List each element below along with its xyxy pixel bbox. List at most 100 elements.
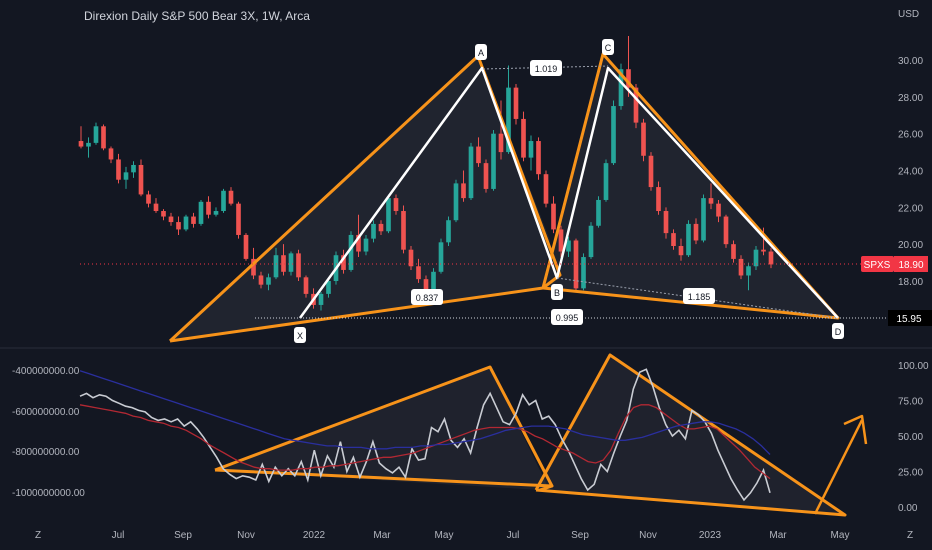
candle-body: [566, 240, 571, 252]
pattern-labels: X A B C D 0.837 1.019 0.995 1.185: [294, 39, 844, 343]
candle: [371, 220, 376, 243]
osc-arrow-head: [843, 414, 868, 445]
candle-body: [408, 249, 414, 267]
candle-body: [551, 203, 556, 230]
osc-pattern-fill-1: [215, 367, 548, 490]
price-tick-label-5: 20.00: [898, 240, 923, 251]
candle-body: [371, 223, 376, 239]
candle: [573, 238, 579, 293]
candle: [536, 137, 541, 180]
candle: [363, 234, 369, 256]
ratio-label-1: 1.019: [535, 64, 558, 74]
osc-right-tick-4: 0.00: [898, 503, 918, 514]
price-tick-label-1: 28.00: [898, 93, 923, 104]
candle-body: [416, 266, 421, 280]
candle: [611, 100, 616, 165]
candle-body: [611, 106, 616, 164]
candle: [401, 205, 406, 254]
candle-body: [116, 159, 121, 180]
ratio-badge-bg: [683, 288, 715, 304]
candle: [213, 207, 219, 217]
candle: [596, 196, 601, 228]
candle-body: [228, 190, 234, 204]
candle: [566, 236, 571, 258]
candle-body: [746, 266, 751, 276]
candle-body: [716, 203, 721, 217]
candle-body: [423, 279, 429, 293]
candle: [543, 170, 549, 208]
x-tick-label-2: Nov: [237, 530, 255, 541]
candle-body: [663, 211, 669, 234]
price-tick-label-6: 18.00: [898, 277, 923, 288]
chart-title: Direxion Daily S&P 500 Bear 3X, 1W, Arca: [84, 9, 310, 23]
candle-body: [768, 251, 774, 265]
candle-body: [618, 69, 624, 107]
candle-body: [656, 187, 661, 212]
osc-left-tick-2: -800000000.00: [12, 447, 80, 458]
candle-body: [633, 87, 639, 123]
candle-body: [138, 164, 144, 195]
osc-pattern-fill-2: [536, 355, 845, 515]
x-tick-label-4: Mar: [373, 530, 391, 541]
candle-body: [588, 225, 594, 258]
candle: [468, 142, 474, 200]
candle: [161, 209, 166, 221]
candle: [101, 124, 106, 151]
candle: [558, 225, 564, 258]
axes: Jul Sep Nov 2022 Mar May Jul Sep Nov 2023 Mar May Z Z…: [35, 56, 924, 541]
point-label-x: X: [297, 331, 303, 341]
candle: [588, 222, 594, 259]
candle: [146, 190, 151, 208]
candle: [93, 122, 99, 145]
candle-body: [648, 155, 654, 188]
ratio-label-2: 0.995: [556, 313, 579, 323]
osc-right-tick-0: 100.00: [898, 361, 929, 372]
candle-body: [378, 223, 384, 232]
osc-arrow-shaft: [813, 419, 864, 515]
candle: [753, 246, 759, 270]
osc-left-tick-1: -600000000.00: [12, 407, 80, 418]
candle: [678, 238, 684, 261]
candle-body: [296, 253, 301, 278]
candle-body: [206, 201, 211, 215]
candle-body: [236, 203, 241, 235]
candle-body: [761, 249, 766, 252]
last-price-tag: 18.90: [898, 260, 923, 271]
candle-body: [266, 277, 271, 285]
candle-body: [303, 277, 309, 294]
candle: [116, 153, 121, 184]
symbol-tag: SPXS: [864, 260, 891, 271]
candle: [266, 273, 271, 291]
candle: [393, 194, 399, 215]
candle: [228, 187, 234, 206]
price-tick-label-3: 24.00: [898, 167, 923, 178]
candle-body: [86, 142, 91, 147]
candle-body: [491, 133, 496, 189]
candle-body: [153, 203, 159, 212]
point-badge-bg: [832, 323, 844, 339]
candle: [408, 246, 414, 270]
candle-body: [401, 211, 406, 250]
candle: [123, 166, 129, 189]
candle: [78, 126, 84, 149]
candle-body: [693, 223, 699, 241]
candle: [581, 253, 586, 291]
candle: [513, 83, 519, 125]
osc-right-tick-1: 75.00: [898, 397, 923, 408]
candle-body: [176, 222, 181, 230]
candle: [626, 36, 631, 97]
x-tick-label-9: 2023: [699, 530, 722, 541]
candle: [303, 275, 309, 298]
candle-body: [461, 183, 466, 199]
candle: [378, 220, 384, 235]
candle-body: [603, 163, 609, 200]
candle-body: [506, 87, 511, 153]
candle-body: [738, 258, 744, 276]
ratio-label-3: 1.185: [688, 292, 711, 302]
candle: [603, 159, 609, 202]
candle: [131, 161, 136, 178]
point-badge-bg: [294, 327, 306, 343]
candle: [768, 247, 774, 269]
candle-body: [213, 211, 219, 215]
